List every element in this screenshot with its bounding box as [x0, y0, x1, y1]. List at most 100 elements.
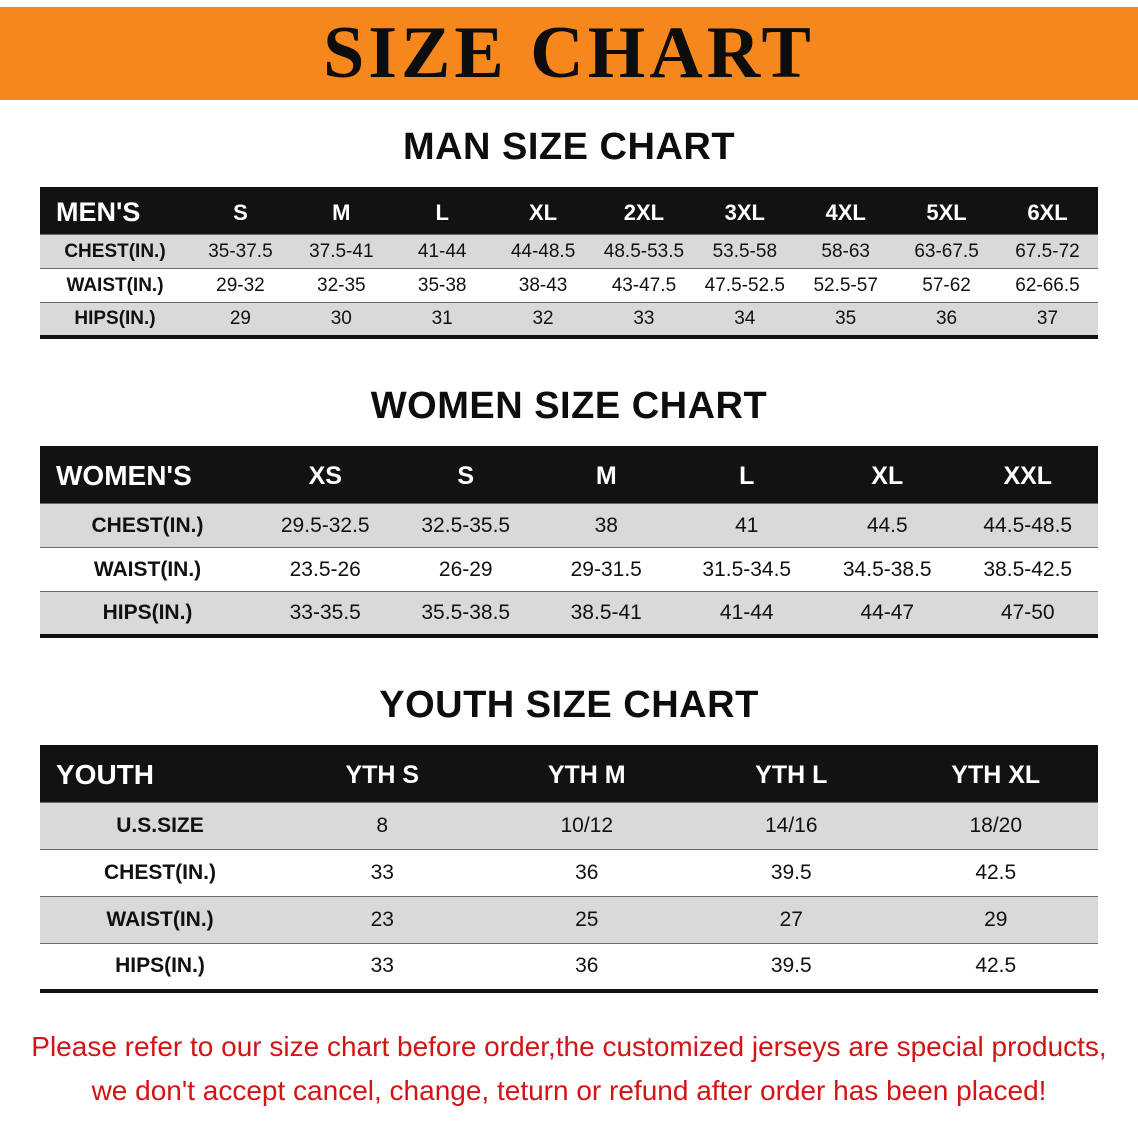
men-size-section: MAN SIZE CHART MEN'S S M L XL 2XL 3XL 4XL 5XL 6XL…	[0, 126, 1138, 339]
size-value-cell: 35-37.5	[208, 240, 273, 262]
measurement-row: WAIST(IN.) 23.5-26 26-29 29-31.5 31.5-34.5 34…	[40, 547, 1098, 592]
row-label-cell: U.S.SIZE	[116, 814, 204, 837]
size-column-header: YTH XL	[893, 746, 1098, 803]
women-size-section: WOMEN SIZE CHART WOMEN'S XS S M L XL XXL CHEST(…	[0, 385, 1138, 638]
size-value-cell: 47.5-52.5	[704, 274, 785, 296]
size-value-cell: 34.5-38.5	[842, 557, 932, 581]
size-value-cell: 33	[370, 861, 394, 884]
size-value-cell: 14/16	[764, 814, 818, 837]
size-column-header: S	[190, 189, 291, 235]
size-value-cell: 41-44	[417, 240, 467, 262]
size-value-cell: 67.5-72	[1015, 240, 1080, 262]
size-value-cell: 35.5-38.5	[421, 600, 511, 624]
measurement-row: HIPS(IN.) 33-35.5 35.5-38.5 38.5-41 41-44 44-…	[40, 591, 1098, 636]
row-label-cell: CHEST(IN.)	[91, 513, 204, 537]
size-value-cell: 18/20	[969, 814, 1023, 837]
size-column-header: 2XL	[593, 189, 695, 235]
size-column-header: M	[290, 189, 392, 235]
size-value-cell: 62-66.5	[1015, 274, 1080, 296]
women-chart-heading: WOMEN SIZE CHART	[370, 384, 768, 427]
size-value-cell: 29-32	[216, 274, 265, 296]
size-value-cell: 38	[594, 513, 618, 537]
measurement-row: HIPS(IN.) 29 30 31 32 33 34 35 36 37	[40, 302, 1098, 337]
row-label-cell: HIPS(IN.)	[102, 600, 193, 624]
size-value-cell: 38-43	[518, 274, 568, 296]
size-value-cell: 41	[735, 513, 759, 537]
size-column-header: YTH L	[689, 746, 894, 803]
size-value-cell: 27	[779, 908, 803, 931]
row-label-cell: HIPS(IN.)	[115, 954, 205, 978]
size-column-header: XS	[255, 447, 396, 504]
size-value-cell: 26-29	[438, 557, 493, 581]
size-value-cell: 48.5-53.5	[603, 240, 685, 262]
youth-chart-heading: YOUTH SIZE CHART	[379, 683, 759, 726]
size-value-cell: 32	[532, 307, 554, 329]
size-value-cell: 37.5-41	[309, 240, 374, 262]
row-label-cell: CHEST(IN.)	[64, 240, 166, 262]
size-value-cell: 43-47.5	[611, 274, 677, 296]
size-chart-page: SIZE CHART MAN SIZE CHART MEN'S S M L XL 2XL 3…	[0, 7, 1138, 1114]
row-label-cell: CHEST(IN.)	[104, 861, 216, 884]
size-value-cell: 25	[575, 908, 599, 931]
size-value-cell: 33	[370, 954, 394, 978]
size-value-cell: 39.5	[770, 861, 812, 884]
table-header-row: YOUTH YTH S YTH M YTH L YTH XL	[40, 746, 1098, 803]
size-column-header: 5XL	[896, 189, 997, 235]
size-value-cell: 29	[984, 908, 1008, 931]
size-column-header: L	[676, 447, 817, 504]
size-value-cell: 53.5-58	[712, 240, 778, 262]
size-value-cell: 57-62	[922, 274, 971, 296]
measurement-row: U.S.SIZE 8 10/12 14/16 18/20	[40, 802, 1098, 850]
size-value-cell: 32.5-35.5	[421, 513, 511, 537]
size-column-header: M	[536, 447, 677, 504]
youth-size-section: YOUTH SIZE CHART YOUTH YTH S YTH M YTH L YTH…	[0, 684, 1138, 993]
size-value-cell: 44.5	[866, 513, 908, 537]
size-value-cell: 32-35	[317, 274, 366, 296]
size-value-cell: 37	[1036, 307, 1059, 329]
table-header-row: WOMEN'S XS S M L XL XXL	[40, 447, 1098, 504]
size-value-cell: 36	[575, 861, 599, 884]
measurement-row: CHEST(IN.) 35-37.5 37.5-41 41-44 44-48.5 48.5…	[40, 234, 1098, 269]
size-value-cell: 34	[734, 307, 756, 329]
size-value-cell: 42.5	[975, 954, 1017, 978]
size-value-cell: 23.5-26	[289, 557, 361, 581]
size-value-cell: 44.5-48.5	[983, 513, 1073, 537]
size-value-cell: 44-48.5	[510, 240, 576, 262]
row-label-cell: WAIST(IN.)	[66, 274, 164, 296]
size-value-cell: 8	[376, 814, 389, 837]
measurement-row: WAIST(IN.) 29-32 32-35 35-38 38-43 43-47.5 47.…	[40, 268, 1098, 303]
size-value-cell: 35	[835, 307, 857, 329]
measurement-row: HIPS(IN.) 33 36 39.5 42.5	[40, 943, 1098, 991]
size-value-cell: 33-35.5	[289, 600, 361, 624]
size-value-cell: 35-38	[417, 274, 467, 296]
size-value-cell: 38.5-42.5	[983, 557, 1073, 581]
table-title-cell: MEN'S	[40, 189, 190, 235]
youth-size-table: YOUTH YTH S YTH M YTH L YTH XL U.S.SIZE 8 10/12…	[40, 744, 1098, 993]
table-header-row: MEN'S S M L XL 2XL 3XL 4XL 5XL 6XL	[40, 189, 1098, 235]
men-chart-heading: MAN SIZE CHART	[402, 126, 736, 168]
size-column-header: YTH M	[484, 746, 689, 803]
size-value-cell: 31	[431, 307, 453, 329]
size-value-cell: 39.5	[770, 954, 812, 978]
size-column-header: L	[391, 189, 493, 235]
size-value-cell: 58-63	[821, 240, 870, 262]
size-column-header: XXL	[957, 447, 1098, 504]
women-size-table: WOMEN'S XS S M L XL XXL CHEST(IN.) 29.5-32.5 32.5…	[40, 445, 1098, 638]
size-column-header: YTH S	[280, 746, 485, 803]
table-title-cell: WOMEN'S	[40, 447, 255, 504]
table-title-cell: YOUTH	[40, 746, 280, 803]
size-value-cell: 29.5-32.5	[280, 513, 370, 537]
size-value-cell: 38.5-41	[570, 600, 642, 624]
measurement-row: CHEST(IN.) 33 36 39.5 42.5	[40, 849, 1098, 897]
measurement-row: CHEST(IN.) 29.5-32.5 32.5-35.5 38 41 44.5 44.5…	[40, 503, 1098, 548]
size-value-cell: 36	[575, 954, 599, 978]
size-column-header: 4XL	[795, 189, 897, 235]
row-label-cell: WAIST(IN.)	[106, 908, 214, 931]
banner: SIZE CHART	[0, 7, 1138, 100]
size-value-cell: 29	[229, 307, 251, 329]
size-column-header: XL	[492, 189, 594, 235]
page-title: SIZE CHART	[323, 12, 815, 94]
size-column-header: 6XL	[997, 189, 1098, 235]
footer-note-line-2: we don't accept cancel, change, teturn o…	[91, 1075, 1047, 1107]
men-size-table: MEN'S S M L XL 2XL 3XL 4XL 5XL 6XL CHEST(IN.) 35-37…	[40, 187, 1098, 339]
